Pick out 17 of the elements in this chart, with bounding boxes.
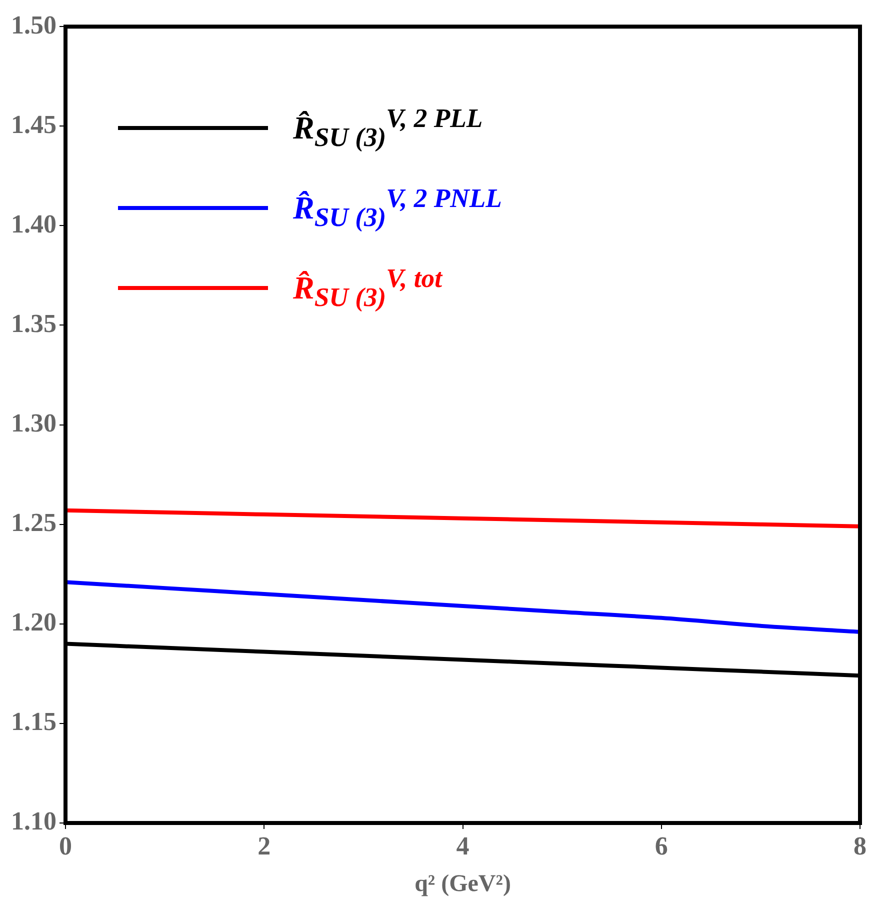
x-tick-label: 4 (456, 831, 470, 860)
x-tick-label: 0 (59, 831, 72, 860)
line-series (66, 580, 860, 634)
y-tick-label: 1.35 (11, 308, 56, 338)
y-tick-label: 1.15 (11, 707, 56, 736)
y-tick-label: 1.50 (11, 10, 56, 40)
x-tick-label: 6 (654, 831, 668, 860)
x-tick-label: 8 (854, 831, 866, 860)
y-tick-label: 1.40 (11, 209, 56, 238)
y-tick-label: 1.25 (11, 508, 56, 538)
line-series (66, 508, 860, 528)
x-axis-title: q² (GeV²) (414, 870, 511, 897)
y-tick-label: 1.30 (11, 408, 56, 438)
y-tick-label: 1.20 (11, 608, 56, 637)
y-tick-label: 1.10 (11, 806, 56, 836)
x-tick-label: 2 (258, 831, 271, 860)
y-tick-label: 1.45 (11, 110, 56, 139)
